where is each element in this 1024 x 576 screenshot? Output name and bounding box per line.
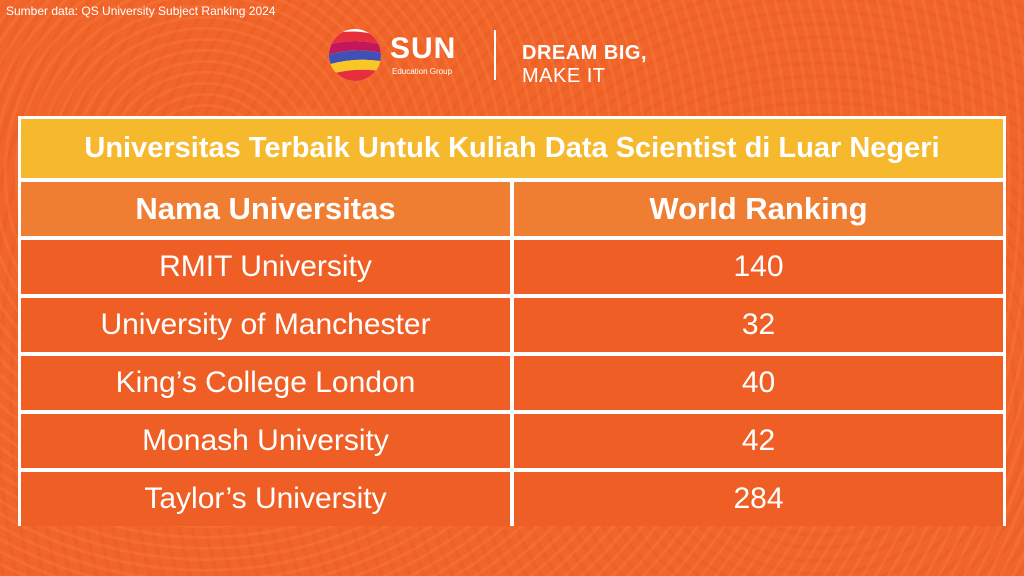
sun-globe-icon bbox=[329, 29, 381, 81]
world-ranking: 32 bbox=[514, 298, 1003, 352]
logo-divider bbox=[494, 30, 496, 80]
header-university: Nama Universitas bbox=[21, 182, 510, 236]
table-title: Universitas Terbaik Untuk Kuliah Data Sc… bbox=[21, 119, 1003, 178]
university-name: Taylor’s University bbox=[21, 472, 510, 526]
university-name: Monash University bbox=[21, 414, 510, 468]
world-ranking: 42 bbox=[514, 414, 1003, 468]
ranking-table: Universitas Terbaik Untuk Kuliah Data Sc… bbox=[18, 116, 1006, 526]
table-row: RMIT University 140 bbox=[21, 240, 1003, 294]
brand-name: SUN bbox=[390, 32, 457, 65]
table-header-row: Nama Universitas World Ranking bbox=[21, 182, 1003, 236]
table-row: University of Manchester 32 bbox=[21, 298, 1003, 352]
world-ranking: 140 bbox=[514, 240, 1003, 294]
brand-tagline: DREAM BIG, MAKE IT bbox=[522, 42, 710, 88]
brand-subtitle: Education Group bbox=[392, 67, 453, 76]
table-row: King’s College London 40 bbox=[21, 356, 1003, 410]
world-ranking: 40 bbox=[514, 356, 1003, 410]
header-ranking: World Ranking bbox=[514, 182, 1003, 236]
brand-logo: SUN Education Group DREAM BIG, MAKE IT bbox=[324, 28, 710, 87]
table-row: Monash University 42 bbox=[21, 414, 1003, 468]
university-name: RMIT University bbox=[21, 240, 510, 294]
table-row: Taylor’s University 284 bbox=[21, 472, 1003, 526]
world-ranking: 284 bbox=[514, 472, 1003, 526]
source-note: Sumber data: QS University Subject Ranki… bbox=[6, 4, 276, 18]
tagline-bold: DREAM BIG, bbox=[522, 42, 647, 64]
university-name: King’s College London bbox=[21, 356, 510, 410]
tagline-rest: MAKE IT bbox=[522, 65, 606, 87]
university-name: University of Manchester bbox=[21, 298, 510, 352]
